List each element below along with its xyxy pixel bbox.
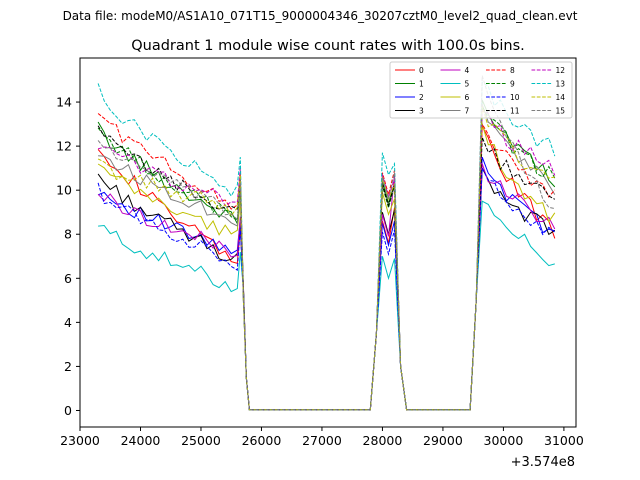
y-tick-label: 2 [64,359,72,374]
legend-label-3: 3 [419,107,424,116]
series-line-4 [97,163,556,411]
legend-label-8: 8 [510,66,515,75]
y-axis: 0 2 4 6 8 10 12 14 [56,95,80,418]
series-line-3 [97,166,556,411]
plot-area [97,75,556,411]
series-line-8 [97,113,556,411]
legend-label-14: 14 [556,93,566,102]
y-tick-label: 6 [64,271,72,286]
series-line-15 [97,75,555,411]
series-line-2 [97,156,555,411]
legend-frame [389,61,573,119]
chart-suptitle: Data file: modeM0/AS1A10_071T15_90000043… [63,9,578,23]
y-tick-label: 10 [56,183,72,198]
x-tick-label: 27000 [302,433,342,448]
legend-label-13: 13 [556,80,566,89]
x-tick-label: 23000 [60,433,100,448]
y-tick-label: 14 [56,95,72,110]
x-tick-label: 28000 [363,433,403,448]
legend-label-4: 4 [465,66,470,75]
legend-label-11: 11 [510,107,520,116]
x-tick-label: 29000 [423,433,463,448]
legend-label-1: 1 [419,80,424,89]
x-axis: 23000 24000 25000 26000 27000 28000 29000 30000… [60,427,584,448]
series-line-10 [97,166,556,411]
legend-label-0: 0 [419,66,424,75]
legend-label-6: 6 [465,93,470,102]
axes-frame [79,57,577,428]
series-line-14 [97,106,555,411]
legend-label-15: 15 [556,107,566,116]
y-tick-label: 8 [64,227,72,242]
legend-label-5: 5 [465,80,470,89]
legend-label-10: 10 [510,93,520,102]
y-tick-label: 12 [56,139,72,154]
x-tick-label: 25000 [181,433,221,448]
legend-label-9: 9 [510,80,515,89]
x-tick-label: 26000 [242,433,282,448]
chart-title: Quadrant 1 module wise count rates with … [131,38,525,54]
y-tick-label: 0 [64,403,72,418]
x-tick-label: 30000 [484,433,524,448]
x-offset-label: +3.574e8 [511,455,575,470]
y-tick-label: 4 [64,315,72,330]
x-tick-label: 31000 [544,433,584,448]
legend-label-2: 2 [419,93,424,102]
x-tick-label: 24000 [121,433,161,448]
series-line-9 [97,104,556,411]
series-line-12 [97,110,556,411]
legend-label-12: 12 [556,66,566,75]
legend-label-7: 7 [465,107,470,116]
